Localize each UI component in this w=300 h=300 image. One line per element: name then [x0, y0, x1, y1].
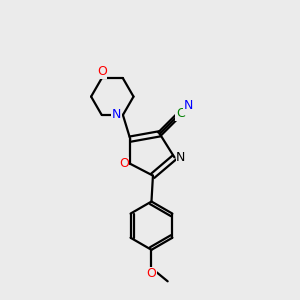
Text: O: O: [146, 268, 156, 281]
Text: N: N: [184, 99, 193, 112]
Text: O: O: [97, 65, 106, 78]
Text: O: O: [119, 157, 129, 170]
Text: C: C: [176, 107, 185, 120]
Text: N: N: [112, 109, 121, 122]
Text: N: N: [176, 151, 186, 164]
